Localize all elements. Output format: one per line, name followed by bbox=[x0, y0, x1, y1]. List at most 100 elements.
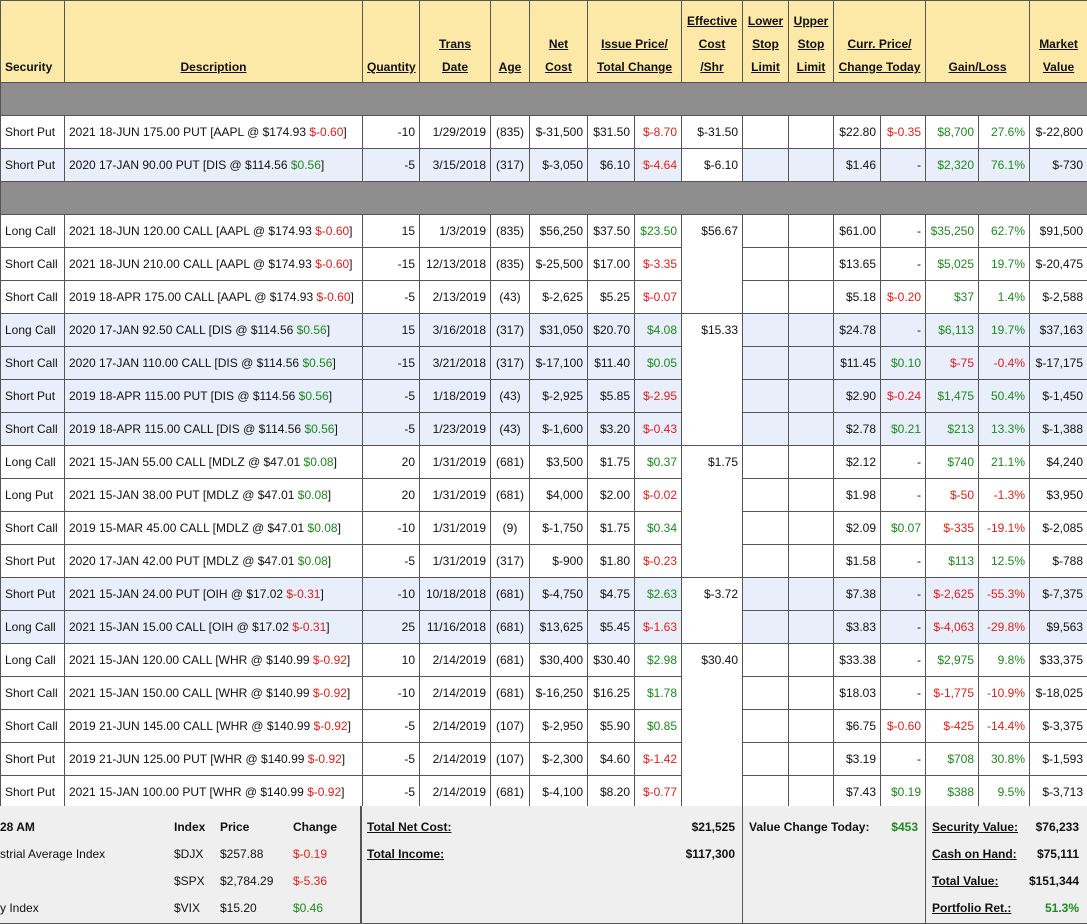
column-header: Quantity bbox=[362, 0, 420, 83]
lower-stop bbox=[742, 511, 789, 545]
cell: Short Put bbox=[0, 742, 65, 776]
cell: -10 bbox=[362, 577, 420, 611]
header-text: Cost bbox=[545, 60, 572, 74]
cell: $1.75 bbox=[587, 511, 635, 545]
cell: $5.18 bbox=[833, 280, 881, 314]
lower-stop bbox=[742, 676, 789, 710]
cell: $-0.35 bbox=[879, 115, 927, 149]
description-end: ] bbox=[347, 719, 351, 733]
cell: $18.03 bbox=[833, 676, 881, 710]
effective-cost: $-6.10 bbox=[681, 148, 743, 182]
column-header: Upper Stop Limit bbox=[788, 0, 834, 83]
cell: 3/21/2018 bbox=[419, 346, 491, 380]
header-text: /Shr bbox=[700, 60, 724, 74]
description-cell: 2021 15-JAN 24.00 PUT [OIH @ $17.02 $-0.… bbox=[64, 577, 363, 611]
description-end: ] bbox=[327, 554, 332, 568]
description-end: ] bbox=[326, 620, 330, 634]
cell: $0.19 bbox=[879, 775, 927, 809]
cell: 1/31/2019 bbox=[419, 445, 491, 479]
description-cell: 2019 18-APR 175.00 CALL [AAPL @ $174.93 … bbox=[64, 280, 363, 314]
position-row: Short Call 2021 18-JUN 210.00 CALL [AAPL … bbox=[0, 247, 1087, 281]
cell: $2,975 bbox=[925, 643, 980, 677]
cell: $5.85 bbox=[587, 379, 635, 413]
cell: $0.37 bbox=[634, 445, 682, 479]
description-cell: 2019 21-JUN 125.00 PUT [WHR @ $140.99 $-… bbox=[64, 742, 363, 776]
cell: $-4,750 bbox=[529, 577, 588, 611]
cell: $1.75 bbox=[587, 445, 635, 479]
cell: $-17,175 bbox=[1029, 346, 1087, 380]
cell: $37 bbox=[925, 280, 980, 314]
header-text: Effective bbox=[686, 14, 738, 28]
cell: $5,025 bbox=[925, 247, 980, 281]
cell: 13.3% bbox=[978, 412, 1031, 446]
index-header: Change bbox=[293, 820, 338, 834]
position-row: Short Put 2021 15-JAN 100.00 PUT [WHR @ $… bbox=[0, 775, 1087, 809]
cell: $30,400 bbox=[529, 643, 588, 677]
cell: -5 bbox=[362, 742, 420, 776]
cell: $-16,250 bbox=[529, 676, 588, 710]
description-text: 2021 18-JUN 120.00 CALL [AAPL @ $174.93 bbox=[69, 224, 312, 238]
cell: $-335 bbox=[925, 511, 980, 545]
description-end: ] bbox=[349, 257, 353, 271]
header-text: Gain/Loss bbox=[948, 60, 1007, 74]
cell: $2.00 bbox=[587, 478, 635, 512]
position-row: Short Call 2019 18-APR 175.00 CALL [AAPL … bbox=[0, 280, 1087, 314]
lower-stop bbox=[742, 577, 789, 611]
value-change-label: Value Change Today: bbox=[749, 820, 870, 834]
cell: $-0.60 bbox=[879, 709, 927, 743]
cell: -1.3% bbox=[978, 478, 1031, 512]
lower-stop bbox=[742, 346, 789, 380]
cell: $-1,775 bbox=[925, 676, 980, 710]
description-end: ] bbox=[326, 323, 331, 337]
cell: - bbox=[879, 610, 927, 644]
header-text: Security bbox=[5, 60, 53, 74]
separator-cell bbox=[0, 82, 1087, 116]
cell: 2/13/2019 bbox=[419, 280, 491, 314]
upper-stop bbox=[788, 445, 834, 479]
cell: 15 bbox=[362, 313, 420, 347]
description-end: ] bbox=[343, 125, 347, 139]
cell: Short Put bbox=[0, 577, 65, 611]
description-cell: 2021 15-JAN 100.00 PUT [WHR @ $140.99 $-… bbox=[64, 775, 363, 809]
cell: $-1.63 bbox=[634, 610, 682, 644]
cell: $113 bbox=[925, 544, 980, 578]
cell: $-2,950 bbox=[529, 709, 588, 743]
cell: $-20,475 bbox=[1029, 247, 1087, 281]
underlying-change: $0.56 bbox=[304, 422, 335, 436]
position-row: Long Call 2021 15-JAN 55.00 CALL [MDLZ @ … bbox=[0, 445, 1087, 578]
cell: $7.43 bbox=[833, 775, 881, 809]
index-name: strial Average Index bbox=[0, 847, 106, 861]
cell: $-2,625 bbox=[925, 577, 980, 611]
cell: -10 bbox=[362, 676, 420, 710]
column-header: Description bbox=[64, 0, 363, 83]
upper-stop bbox=[788, 379, 834, 413]
cell: $11.45 bbox=[833, 346, 881, 380]
upper-stop bbox=[788, 610, 834, 644]
cell: -5 bbox=[362, 379, 420, 413]
total-label: Total Income: bbox=[367, 847, 445, 861]
underlying-change: $0.56 bbox=[296, 323, 327, 337]
header-text: Upper bbox=[793, 14, 829, 28]
index-price: $257.88 bbox=[220, 847, 264, 861]
description-cell: 2020 17-JAN 92.50 CALL [DIS @ $114.56 $0… bbox=[64, 313, 363, 347]
description-end: ] bbox=[341, 752, 346, 766]
cell: $-31,500 bbox=[529, 115, 588, 149]
cell: $-0.07 bbox=[634, 280, 682, 314]
cell: -10 bbox=[362, 511, 420, 545]
description-end: ] bbox=[341, 785, 345, 799]
cell: (43) bbox=[490, 379, 530, 413]
cell: $2.09 bbox=[833, 511, 881, 545]
summary-label: Total Value: bbox=[932, 874, 999, 888]
cell: $2.98 bbox=[634, 643, 682, 677]
underlying-change: $-0.60 bbox=[315, 257, 350, 271]
cell: 9.5% bbox=[978, 775, 1031, 809]
cell: $-0.43 bbox=[634, 412, 682, 446]
description-end: ] bbox=[346, 653, 351, 667]
section-separator bbox=[0, 82, 1087, 116]
position-row: Long Put 2021 15-JAN 38.00 PUT [MDLZ @ $4… bbox=[0, 478, 1087, 512]
lower-stop bbox=[742, 643, 789, 677]
cell: $-3.35 bbox=[634, 247, 682, 281]
cell: $4.60 bbox=[587, 742, 635, 776]
cell: $0.85 bbox=[634, 709, 682, 743]
upper-stop bbox=[788, 478, 834, 512]
